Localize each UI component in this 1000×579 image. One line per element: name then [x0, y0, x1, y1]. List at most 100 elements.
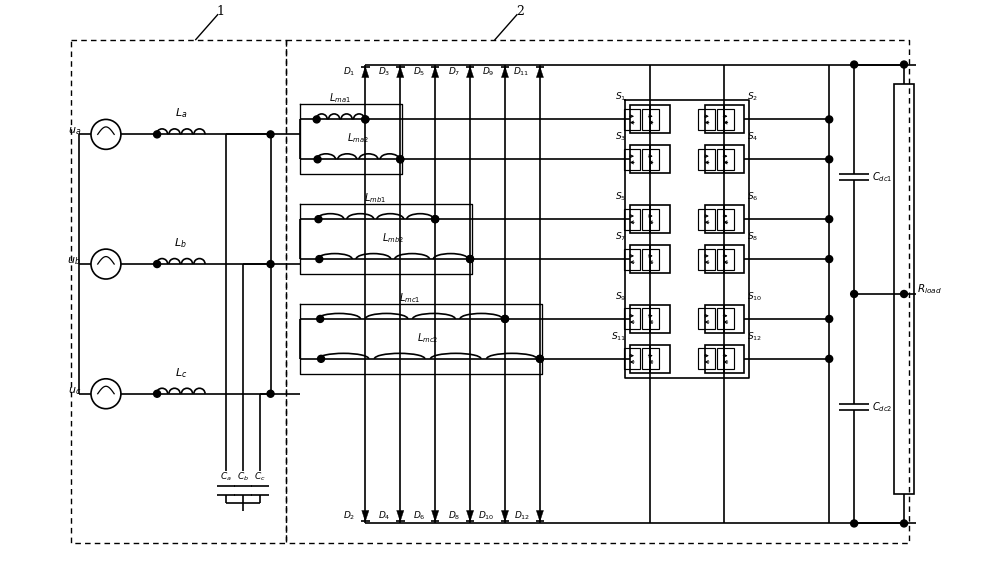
- Circle shape: [154, 261, 161, 267]
- Text: $S_{12}$: $S_{12}$: [747, 331, 763, 343]
- Text: $D_8$: $D_8$: [448, 510, 460, 522]
- Bar: [717, 309, 734, 329]
- Circle shape: [826, 116, 833, 123]
- Circle shape: [901, 291, 908, 298]
- Bar: [630, 345, 670, 373]
- Text: $L_{mc2}$: $L_{mc2}$: [417, 331, 438, 345]
- Circle shape: [826, 216, 833, 223]
- Polygon shape: [362, 511, 369, 522]
- Circle shape: [397, 156, 404, 163]
- Circle shape: [432, 216, 439, 223]
- Text: $S_7$: $S_7$: [615, 230, 627, 243]
- Polygon shape: [536, 67, 543, 78]
- Bar: [642, 208, 659, 230]
- Text: $C_a$: $C_a$: [220, 470, 232, 482]
- Text: $D_{11}$: $D_{11}$: [513, 66, 530, 78]
- Bar: [630, 105, 670, 133]
- Bar: [642, 109, 659, 130]
- Text: $L_{mb1}$: $L_{mb1}$: [364, 192, 386, 205]
- Text: 1: 1: [217, 5, 225, 18]
- Circle shape: [467, 255, 474, 262]
- Circle shape: [314, 156, 321, 163]
- Bar: [642, 149, 659, 170]
- Bar: [624, 208, 640, 230]
- Bar: [705, 305, 744, 333]
- Text: $u_b$: $u_b$: [67, 255, 81, 267]
- Text: $L_{mc1}$: $L_{mc1}$: [399, 291, 421, 305]
- Polygon shape: [432, 67, 439, 78]
- Circle shape: [362, 116, 369, 123]
- Circle shape: [826, 356, 833, 362]
- Circle shape: [154, 390, 161, 397]
- Polygon shape: [536, 511, 543, 522]
- Circle shape: [851, 291, 858, 298]
- Bar: [630, 245, 670, 273]
- Circle shape: [362, 116, 369, 123]
- Polygon shape: [397, 67, 404, 78]
- Bar: [642, 309, 659, 329]
- Text: $D_6$: $D_6$: [413, 510, 425, 522]
- Bar: [642, 349, 659, 369]
- Circle shape: [901, 520, 908, 527]
- Bar: [705, 105, 744, 133]
- Bar: [705, 345, 744, 373]
- Circle shape: [467, 255, 474, 262]
- Circle shape: [432, 216, 439, 223]
- Circle shape: [501, 316, 508, 323]
- Bar: [705, 245, 744, 273]
- Circle shape: [317, 316, 324, 323]
- Bar: [624, 309, 640, 329]
- Circle shape: [267, 390, 274, 397]
- Circle shape: [154, 131, 161, 138]
- Polygon shape: [467, 511, 474, 522]
- Polygon shape: [467, 67, 474, 78]
- Text: $S_5$: $S_5$: [615, 190, 627, 203]
- Text: $C_{dc1}$: $C_{dc1}$: [872, 170, 893, 184]
- Bar: [698, 109, 715, 130]
- Text: $L_c$: $L_c$: [175, 366, 187, 380]
- Text: $L_b$: $L_b$: [174, 236, 187, 250]
- Bar: [717, 149, 734, 170]
- Text: $L_{ma1}$: $L_{ma1}$: [329, 91, 351, 105]
- Bar: [717, 109, 734, 130]
- Circle shape: [826, 156, 833, 163]
- Bar: [642, 248, 659, 270]
- Text: $D_5$: $D_5$: [413, 66, 425, 78]
- Text: $D_2$: $D_2$: [343, 510, 355, 522]
- Text: $S_{11}$: $S_{11}$: [611, 331, 627, 343]
- Text: $S_3$: $S_3$: [615, 131, 627, 144]
- Text: $S_{10}$: $S_{10}$: [747, 291, 763, 303]
- Text: $S_8$: $S_8$: [747, 230, 759, 243]
- Circle shape: [851, 61, 858, 68]
- Bar: [630, 205, 670, 233]
- Text: $D_{10}$: $D_{10}$: [478, 510, 495, 522]
- Circle shape: [901, 61, 908, 68]
- Text: $S_1$: $S_1$: [615, 91, 627, 104]
- Bar: [630, 305, 670, 333]
- Bar: [705, 145, 744, 173]
- Text: $S_4$: $S_4$: [747, 131, 759, 144]
- Bar: [717, 248, 734, 270]
- Circle shape: [313, 116, 320, 123]
- Circle shape: [315, 216, 322, 223]
- Bar: [717, 208, 734, 230]
- Polygon shape: [362, 67, 369, 78]
- Text: $D_7$: $D_7$: [448, 66, 460, 78]
- Bar: [717, 349, 734, 369]
- Text: $S_9$: $S_9$: [615, 291, 627, 303]
- Bar: [698, 309, 715, 329]
- Circle shape: [267, 261, 274, 267]
- Text: $D_3$: $D_3$: [378, 66, 390, 78]
- Text: $S_2$: $S_2$: [747, 91, 759, 104]
- Text: $D_1$: $D_1$: [343, 66, 355, 78]
- Circle shape: [536, 356, 543, 362]
- Circle shape: [501, 316, 508, 323]
- Polygon shape: [501, 511, 509, 522]
- Circle shape: [397, 156, 404, 163]
- Bar: [630, 145, 670, 173]
- Bar: [894, 85, 914, 493]
- Circle shape: [318, 356, 325, 362]
- Bar: [698, 349, 715, 369]
- Text: $C_c$: $C_c$: [254, 470, 265, 482]
- Text: $L_{mb2}$: $L_{mb2}$: [382, 231, 404, 245]
